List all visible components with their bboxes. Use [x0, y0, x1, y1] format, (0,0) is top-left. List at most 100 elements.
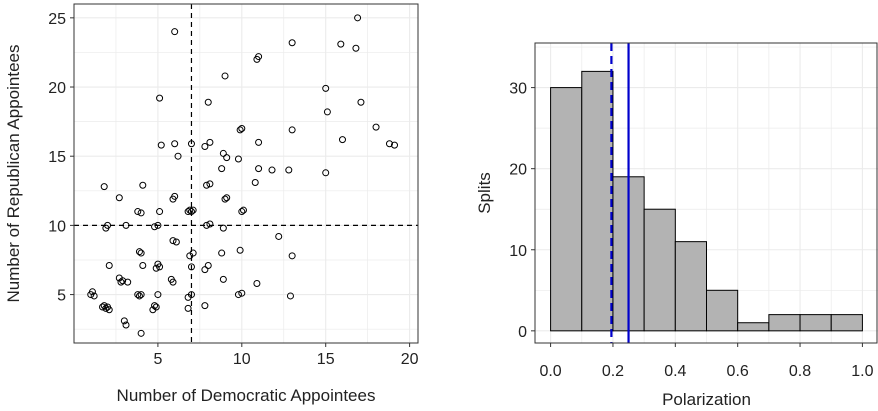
scatter-point [322, 169, 330, 177]
scatter-point [204, 98, 212, 106]
scatter-point [156, 208, 164, 216]
scatter-point [288, 126, 296, 134]
scatter-point [105, 262, 113, 270]
scatter-point [189, 206, 197, 214]
scatter-point [137, 209, 145, 217]
scatter-x-tick-label: 20 [401, 351, 419, 368]
histogram-y-tick-label: 0 [518, 324, 527, 341]
histogram-x-tick-label: 0.2 [602, 363, 624, 380]
histogram-bar [737, 322, 770, 332]
scatter-point [288, 252, 296, 260]
scatter-y-tick-label: 10 [48, 218, 66, 235]
scatter-point [104, 221, 112, 229]
scatter-point [201, 143, 209, 151]
scatter-point [255, 53, 263, 61]
scatter-point [337, 40, 345, 48]
scatter-point [189, 249, 197, 257]
scatter-point [238, 289, 246, 297]
scatter-point [171, 28, 179, 36]
scatter-point [219, 275, 227, 283]
scatter-point [154, 221, 162, 229]
histogram-x-tick-label: 0.8 [789, 363, 811, 380]
scatter-point [338, 136, 346, 144]
histogram-bar [768, 314, 801, 332]
scatter-point [354, 14, 362, 22]
scatter-point [137, 291, 145, 299]
scatter-point [120, 317, 128, 325]
scatter-point [152, 303, 160, 311]
histogram-y-tick-label: 10 [509, 243, 527, 260]
scatter-point [352, 44, 360, 52]
scatter-point [156, 263, 164, 271]
scatter-point [137, 329, 145, 337]
scatter-point [154, 291, 162, 299]
scatter-point [151, 223, 159, 231]
histogram-x-tick-label: 0.6 [727, 363, 749, 380]
scatter-point [206, 138, 214, 146]
scatter-point [99, 303, 107, 311]
scatter-point [184, 208, 192, 216]
scatter-point [206, 180, 214, 188]
histogram-x-tick-label: 0.0 [539, 363, 561, 380]
scatter-point [102, 304, 110, 312]
scatter-x-tick-label: 5 [153, 351, 162, 368]
scatter-y-tick-label: 15 [48, 149, 66, 166]
scatter-point [251, 178, 259, 186]
histogram-y-ticks: 0 10 20 30 [509, 81, 535, 341]
scatter-point [239, 206, 247, 214]
scatter-plot-frame [73, 3, 419, 344]
scatter-point [174, 152, 182, 160]
scatter-point [201, 302, 209, 310]
scatter-gridlines [74, 4, 418, 343]
scatter-point [134, 208, 142, 216]
histogram-bar [706, 289, 739, 332]
scatter-point [152, 264, 160, 272]
histogram-bar [799, 314, 832, 332]
scatter-x-ticks: 5 10 15 20 [153, 343, 419, 368]
scatter-point [221, 72, 229, 80]
scatter-point [286, 292, 294, 300]
scatter-point [187, 208, 195, 216]
scatter-points [87, 14, 399, 337]
scatter-point [236, 126, 244, 134]
scatter-point [223, 154, 231, 162]
histogram-bar [581, 70, 614, 332]
scatter-point [285, 166, 293, 174]
scatter-point [122, 321, 130, 329]
scatter-point [275, 232, 283, 240]
scatter-point [288, 39, 296, 47]
scatter-point [88, 288, 96, 296]
scatter-point [186, 206, 194, 214]
scatter-point [223, 194, 231, 202]
scatter-point [187, 291, 195, 299]
scatter-point [151, 302, 159, 310]
scatter-y-tick-label: 25 [48, 11, 66, 28]
scatter-y-ticks: 5 10 15 20 25 [48, 11, 74, 305]
scatter-point [139, 262, 147, 270]
scatter-x-tick-label: 15 [317, 351, 335, 368]
scatter-point [171, 140, 179, 148]
histogram-x-axis-title: Polarization [662, 390, 751, 409]
scatter-x-tick-label: 10 [233, 351, 251, 368]
scatter-point [90, 292, 98, 300]
histogram-y-tick-label: 30 [509, 81, 527, 98]
scatter-point [238, 208, 246, 216]
scatter-point [169, 278, 177, 286]
scatter-point [169, 237, 177, 245]
histogram-x-tick-label: 1.0 [851, 363, 873, 380]
histogram-x-ticks: 0.0 0.2 0.4 0.6 0.8 1.0 [539, 343, 874, 380]
histogram-bar [550, 87, 583, 332]
histogram-x-tick-label: 0.4 [664, 363, 686, 380]
scatter-point [323, 108, 331, 116]
scatter-point [268, 166, 276, 174]
scatter-point [206, 220, 214, 228]
scatter-point [203, 221, 211, 229]
scatter-y-tick-label: 5 [57, 288, 66, 305]
scatter-point [134, 291, 142, 299]
scatter-point [357, 98, 365, 106]
scatter-point [137, 249, 145, 257]
scatter-point [255, 165, 263, 173]
scatter-point [115, 194, 123, 202]
